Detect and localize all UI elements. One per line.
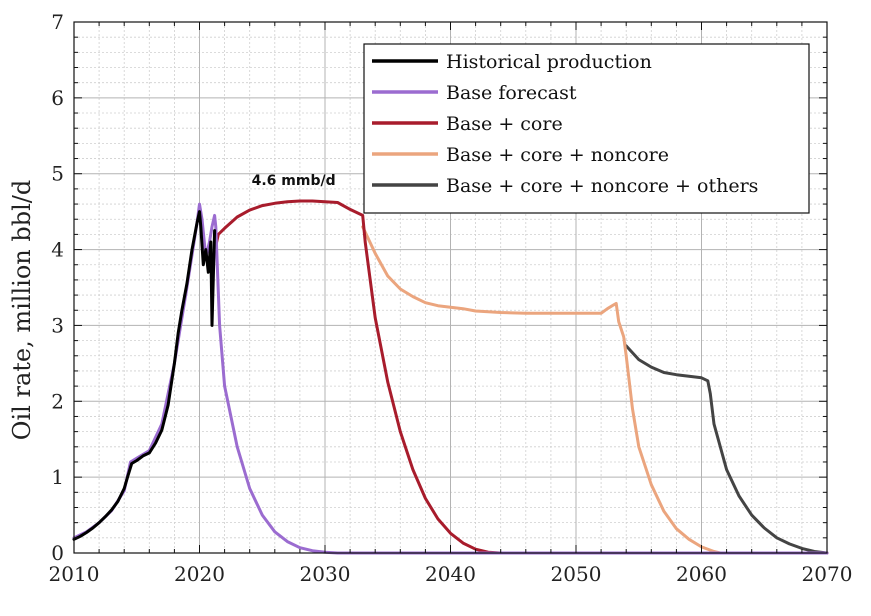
y-tick-label: 1 <box>51 465 64 489</box>
series-line-base-core-noncore-others <box>624 344 829 555</box>
x-tick-label: 2060 <box>676 562 727 586</box>
legend-label: Base forecast <box>446 82 577 104</box>
axis-ticks <box>73 21 828 554</box>
series-layer <box>72 199 829 555</box>
legend-label: Base + core + noncore + others <box>446 175 758 197</box>
legend-label: Historical production <box>446 51 652 73</box>
y-tick-label: 6 <box>51 86 64 110</box>
y-tick-label: 4 <box>51 238 64 262</box>
series-line-base-core-noncore <box>361 225 722 555</box>
legend-label: Base + core <box>446 113 563 135</box>
y-tick-label: 7 <box>51 10 64 34</box>
legend-box <box>363 43 810 214</box>
y-axis-label: Oil rate, million bbl/d <box>8 180 36 440</box>
y-tick-label: 5 <box>51 162 64 186</box>
y-tick-label: 0 <box>51 541 64 565</box>
series-line-base-core <box>214 199 829 555</box>
axis-tick-labels: 2010 2020 2030 2040 2050 2060 2070 0 1 2 3 4 5 6 7 <box>49 10 853 586</box>
x-tick-label: 2050 <box>551 562 602 586</box>
y-tick-label: 3 <box>51 313 64 337</box>
x-tick-label: 2040 <box>425 562 476 586</box>
series-line-historical-production <box>72 210 217 541</box>
legend-label: Base + core + noncore <box>446 144 669 166</box>
x-tick-label: 2070 <box>802 562 853 586</box>
x-tick-label: 2020 <box>174 562 225 586</box>
legend: Historical production Base forecast Base +… <box>363 43 810 214</box>
x-tick-label: 2010 <box>49 562 100 586</box>
peak-annotation: 4.6 mmb/d <box>252 173 336 189</box>
x-tick-label: 2030 <box>300 562 351 586</box>
y-tick-label: 2 <box>51 389 64 413</box>
